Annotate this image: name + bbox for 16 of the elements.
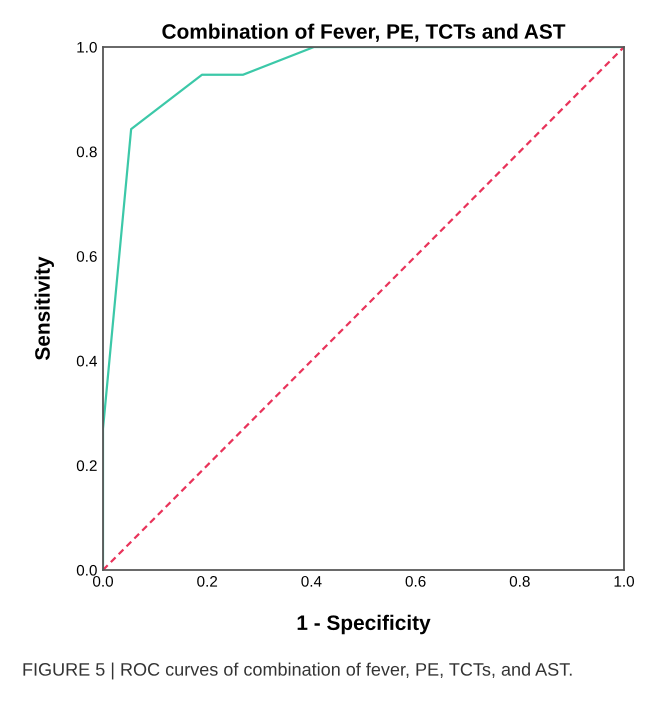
x-axis-title: 1 - Specificity [298,614,431,634]
y-tick-label: 0.6 [76,251,97,262]
y-tick-label: 0.8 [76,146,97,158]
y-axis-title: Sensitivity [34,256,54,360]
x-tick-label: 1.0 [614,576,634,587]
x-tick-label: 0.4 [301,576,322,587]
chart-title: Combination of Fever, PE, TCTs and AST [162,24,566,42]
x-tick-label: 0.2 [197,576,218,587]
y-tick-label: 0.2 [76,460,97,472]
y-tick-label: 0.4 [76,356,97,366]
caption: FIGURE 5 | ROC curves of combination of fever, PE, TCTs, and AST. [23,662,572,680]
x-tick-label: 0.6 [406,576,426,587]
y-tick-label: 0.0 [76,564,97,576]
x-tick-label: 0.0 [92,576,114,587]
y-tick-label: 1.0 [77,42,97,53]
x-tick-label: 0.8 [510,576,530,587]
